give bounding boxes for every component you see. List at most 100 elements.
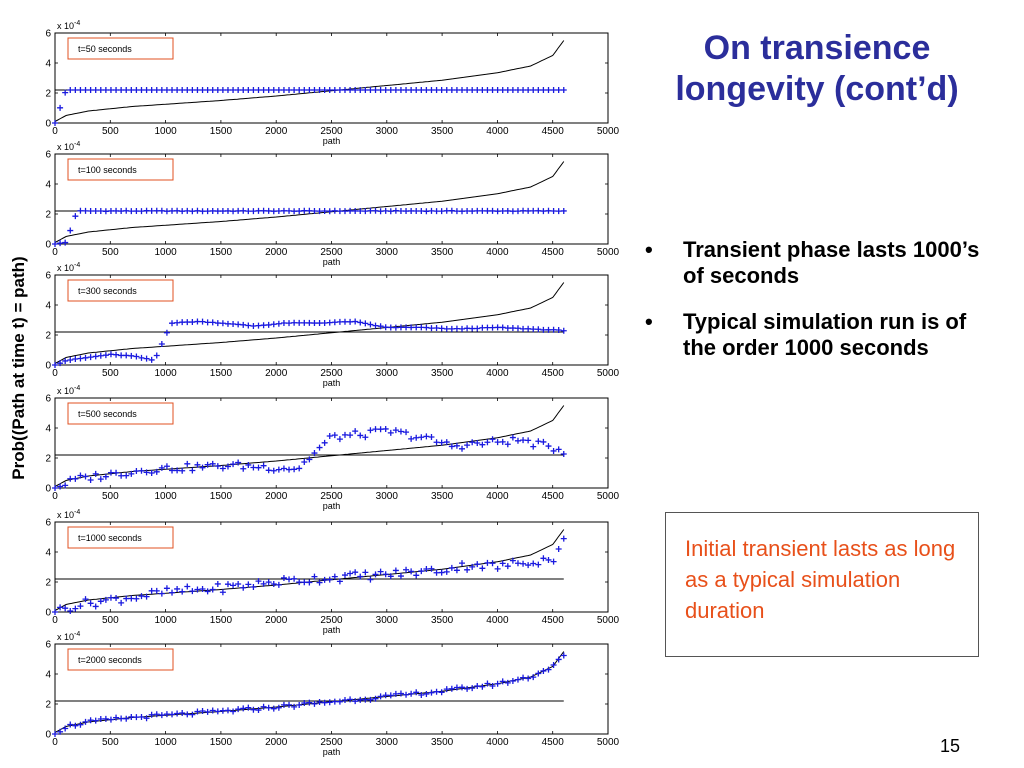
data-marker — [194, 87, 201, 93]
bullet-text: Transient phase lasts 1000’s of seconds — [683, 237, 980, 288]
data-marker — [535, 326, 542, 333]
data-marker — [306, 456, 313, 463]
data-marker — [341, 208, 348, 215]
data-marker — [107, 351, 114, 358]
data-marker — [107, 594, 114, 601]
data-marker — [362, 569, 369, 576]
data-marker — [92, 353, 99, 360]
data-marker — [530, 560, 537, 567]
data-marker — [474, 207, 481, 214]
data-marker — [174, 467, 181, 474]
data-marker — [504, 325, 511, 332]
x-tick-label: 2000 — [265, 491, 288, 502]
data-marker — [57, 360, 64, 367]
data-marker — [535, 561, 542, 568]
data-marker — [306, 699, 313, 706]
legend-box — [67, 648, 174, 671]
data-marker — [194, 708, 201, 715]
shared-ylabel: Prob((Path at time t) = path) — [9, 256, 28, 479]
data-marker — [138, 593, 145, 600]
data-marker — [443, 207, 450, 214]
x-tick-label: 0 — [52, 247, 58, 258]
data-marker — [113, 351, 120, 358]
legend-box — [67, 526, 174, 549]
data-marker — [311, 450, 318, 457]
data-marker — [133, 468, 140, 475]
data-marker — [382, 87, 389, 93]
data-marker — [336, 698, 343, 705]
data-marker — [499, 87, 506, 93]
data-marker — [423, 433, 430, 440]
callout-box: Initial transient lasts as long as a typ… — [665, 512, 979, 657]
data-marker — [550, 558, 557, 565]
data-marker — [489, 682, 496, 689]
data-marker — [219, 320, 226, 327]
x-tick-label: 500 — [102, 491, 119, 502]
data-marker — [219, 589, 226, 596]
data-marker — [194, 461, 201, 468]
data-marker — [387, 429, 394, 436]
data-marker — [540, 438, 547, 445]
data-marker — [87, 600, 94, 607]
data-marker — [474, 440, 481, 447]
data-marker — [484, 324, 491, 331]
x-tick-label: 3000 — [376, 737, 399, 748]
data-marker — [403, 566, 410, 573]
data-marker — [479, 683, 486, 690]
data-marker — [52, 362, 58, 368]
data-marker — [224, 707, 231, 714]
data-marker — [306, 319, 313, 326]
data-marker — [459, 684, 466, 691]
data-marker — [118, 87, 125, 93]
data-marker — [301, 700, 308, 707]
data-marker — [230, 87, 237, 93]
data-marker — [275, 466, 282, 473]
data-marker — [77, 721, 84, 728]
data-marker — [250, 208, 257, 215]
data-marker — [514, 560, 521, 567]
data-marker — [179, 588, 186, 595]
data-marker — [148, 207, 155, 214]
data-marker — [555, 87, 562, 93]
data-marker — [97, 598, 104, 605]
x-tick-label: 2500 — [320, 737, 343, 748]
data-marker — [352, 318, 359, 325]
y-tick-label: 6 — [45, 271, 51, 282]
data-marker — [143, 87, 150, 93]
data-marker — [540, 555, 547, 562]
y-tick-label: 4 — [45, 180, 51, 191]
data-marker — [77, 355, 84, 362]
data-marker — [194, 586, 201, 593]
legend-box — [67, 158, 174, 181]
data-marker — [306, 87, 313, 93]
data-marker — [148, 711, 155, 718]
data-marker — [311, 573, 318, 580]
x-tick-label: 4500 — [542, 491, 565, 502]
data-marker — [107, 716, 114, 723]
data-marker — [87, 717, 94, 724]
data-marker — [174, 710, 181, 717]
data-marker — [326, 87, 333, 93]
data-marker — [408, 87, 415, 93]
data-marker — [280, 465, 287, 472]
legend-label: t=100 seconds — [78, 165, 137, 175]
data-marker — [240, 584, 247, 591]
data-marker — [275, 581, 282, 588]
data-marker — [128, 87, 135, 93]
data-marker — [153, 587, 160, 594]
data-marker — [72, 213, 79, 220]
bullet-item: • Transient phase lasts 1000’s of second… — [645, 237, 995, 289]
data-marker — [265, 87, 272, 93]
data-marker — [469, 87, 476, 93]
data-marker — [169, 589, 176, 596]
x-tick-label: 1000 — [154, 368, 177, 379]
x-tick-label: 4500 — [542, 368, 565, 379]
data-marker — [520, 87, 527, 93]
data-marker — [408, 690, 415, 697]
data-marker — [102, 473, 109, 480]
data-marker — [235, 459, 242, 466]
data-marker — [499, 678, 506, 685]
x-tick-label: 2000 — [265, 737, 288, 748]
data-marker — [113, 207, 120, 214]
data-marker — [204, 588, 211, 595]
